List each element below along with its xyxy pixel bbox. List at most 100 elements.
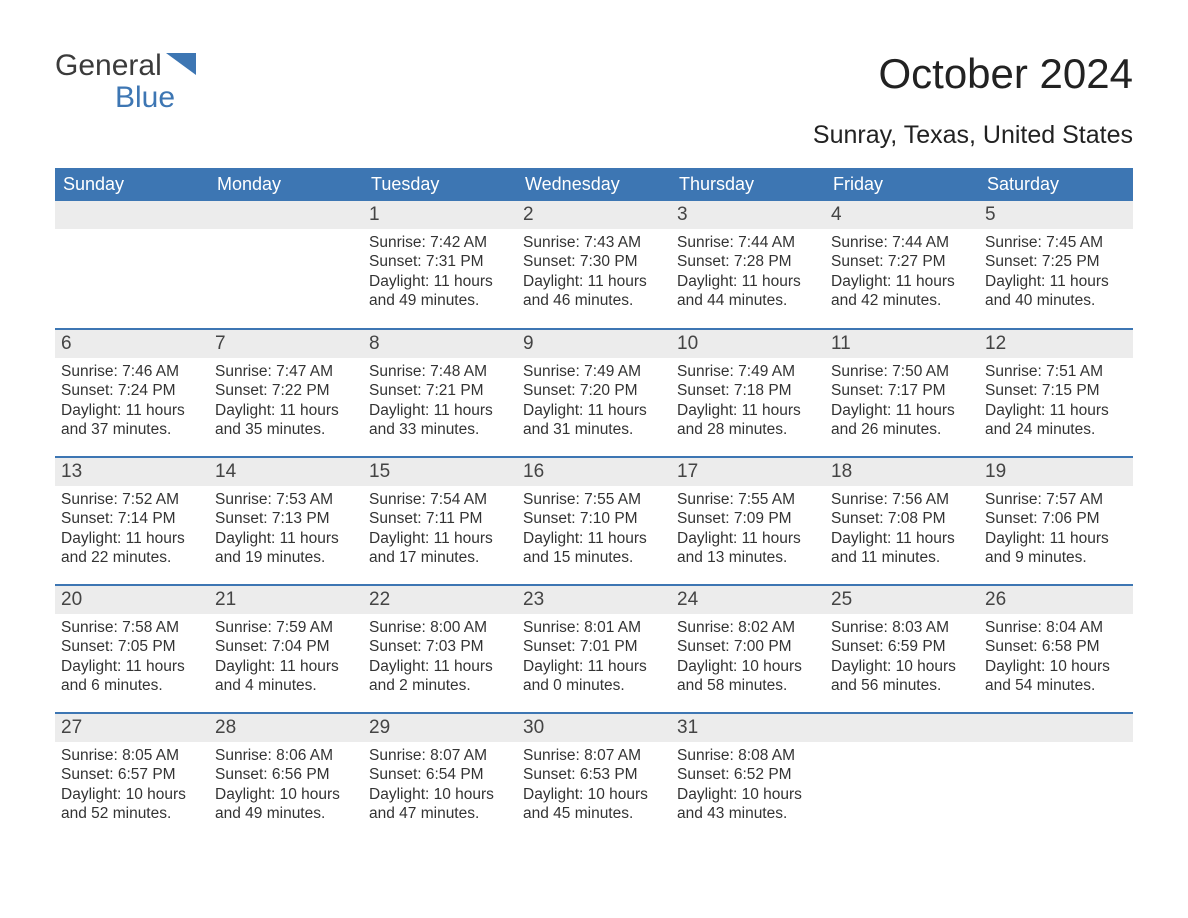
day-body: Sunrise: 8:02 AMSunset: 7:00 PMDaylight:… [671, 614, 825, 700]
day-number: 11 [825, 330, 979, 358]
calendar-table: Sunday Monday Tuesday Wednesday Thursday… [55, 168, 1133, 841]
day-body: Sunrise: 7:43 AMSunset: 7:30 PMDaylight:… [517, 229, 671, 315]
day-daylight: Daylight: 11 hours and 15 minutes. [523, 529, 665, 568]
calendar-cell: 12Sunrise: 7:51 AMSunset: 7:15 PMDayligh… [979, 329, 1133, 457]
calendar-cell: 14Sunrise: 7:53 AMSunset: 7:13 PMDayligh… [209, 457, 363, 585]
day-daylight: Daylight: 11 hours and 4 minutes. [215, 657, 357, 696]
day-sunrise: Sunrise: 8:01 AM [523, 618, 665, 637]
day-body: Sunrise: 8:07 AMSunset: 6:54 PMDaylight:… [363, 742, 517, 828]
day-sunset: Sunset: 6:58 PM [985, 637, 1127, 656]
day-sunrise: Sunrise: 7:43 AM [523, 233, 665, 252]
day-sunrise: Sunrise: 8:08 AM [677, 746, 819, 765]
day-daylight: Daylight: 11 hours and 37 minutes. [61, 401, 203, 440]
day-body: Sunrise: 7:56 AMSunset: 7:08 PMDaylight:… [825, 486, 979, 572]
day-number: 16 [517, 458, 671, 486]
calendar-cell [55, 201, 209, 329]
day-daylight: Daylight: 11 hours and 44 minutes. [677, 272, 819, 311]
day-body: Sunrise: 7:53 AMSunset: 7:13 PMDaylight:… [209, 486, 363, 572]
day-number: 14 [209, 458, 363, 486]
day-sunrise: Sunrise: 8:07 AM [369, 746, 511, 765]
day-body: Sunrise: 7:57 AMSunset: 7:06 PMDaylight:… [979, 486, 1133, 572]
day-daylight: Daylight: 10 hours and 49 minutes. [215, 785, 357, 824]
calendar-cell: 20Sunrise: 7:58 AMSunset: 7:05 PMDayligh… [55, 585, 209, 713]
day-sunrise: Sunrise: 7:42 AM [369, 233, 511, 252]
day-body: Sunrise: 7:55 AMSunset: 7:10 PMDaylight:… [517, 486, 671, 572]
day-body: Sunrise: 8:05 AMSunset: 6:57 PMDaylight:… [55, 742, 209, 828]
day-sunset: Sunset: 7:06 PM [985, 509, 1127, 528]
calendar-cell: 15Sunrise: 7:54 AMSunset: 7:11 PMDayligh… [363, 457, 517, 585]
day-sunrise: Sunrise: 8:04 AM [985, 618, 1127, 637]
day-number: 25 [825, 586, 979, 614]
day-sunrise: Sunrise: 7:55 AM [677, 490, 819, 509]
day-body: Sunrise: 8:01 AMSunset: 7:01 PMDaylight:… [517, 614, 671, 700]
day-sunset: Sunset: 7:25 PM [985, 252, 1127, 271]
header: General Blue October 2024 [55, 50, 1133, 113]
day-body: Sunrise: 8:08 AMSunset: 6:52 PMDaylight:… [671, 742, 825, 828]
calendar-cell: 8Sunrise: 7:48 AMSunset: 7:21 PMDaylight… [363, 329, 517, 457]
calendar-week-row: 6Sunrise: 7:46 AMSunset: 7:24 PMDaylight… [55, 329, 1133, 457]
day-header: Thursday [671, 168, 825, 201]
day-body [209, 229, 363, 237]
day-body: Sunrise: 7:49 AMSunset: 7:18 PMDaylight:… [671, 358, 825, 444]
day-sunset: Sunset: 7:24 PM [61, 381, 203, 400]
day-daylight: Daylight: 11 hours and 40 minutes. [985, 272, 1127, 311]
day-sunset: Sunset: 7:08 PM [831, 509, 973, 528]
day-sunset: Sunset: 6:54 PM [369, 765, 511, 784]
day-daylight: Daylight: 11 hours and 49 minutes. [369, 272, 511, 311]
day-body: Sunrise: 7:52 AMSunset: 7:14 PMDaylight:… [55, 486, 209, 572]
day-sunrise: Sunrise: 7:55 AM [523, 490, 665, 509]
calendar-cell: 2Sunrise: 7:43 AMSunset: 7:30 PMDaylight… [517, 201, 671, 329]
day-sunrise: Sunrise: 7:52 AM [61, 490, 203, 509]
day-body: Sunrise: 7:45 AMSunset: 7:25 PMDaylight:… [979, 229, 1133, 315]
day-number: 20 [55, 586, 209, 614]
day-sunrise: Sunrise: 7:46 AM [61, 362, 203, 381]
day-daylight: Daylight: 10 hours and 52 minutes. [61, 785, 203, 824]
day-sunset: Sunset: 7:03 PM [369, 637, 511, 656]
day-body: Sunrise: 8:04 AMSunset: 6:58 PMDaylight:… [979, 614, 1133, 700]
calendar-cell: 3 Sunrise: 7:44 AMSunset: 7:28 PMDaylight… [671, 201, 825, 329]
logo: General Blue [55, 50, 196, 113]
day-sunset: Sunset: 7:28 PM [677, 252, 819, 271]
day-number: 24 [671, 586, 825, 614]
day-sunset: Sunset: 7:22 PM [215, 381, 357, 400]
day-sunset: Sunset: 7:18 PM [677, 381, 819, 400]
day-sunset: Sunset: 7:17 PM [831, 381, 973, 400]
day-body [55, 229, 209, 237]
day-body: Sunrise: 7:54 AMSunset: 7:11 PMDaylight:… [363, 486, 517, 572]
day-body: Sunrise: 8:06 AMSunset: 6:56 PMDaylight:… [209, 742, 363, 828]
day-sunrise: Sunrise: 7:47 AM [215, 362, 357, 381]
day-body: Sunrise: 7:48 AMSunset: 7:21 PMDaylight:… [363, 358, 517, 444]
day-sunset: Sunset: 7:00 PM [677, 637, 819, 656]
day-sunrise: Sunrise: 7:44 AM [831, 233, 973, 252]
day-body: Sunrise: 7:51 AMSunset: 7:15 PMDaylight:… [979, 358, 1133, 444]
calendar-cell: 29Sunrise: 8:07 AMSunset: 6:54 PMDayligh… [363, 713, 517, 841]
day-header: Sunday [55, 168, 209, 201]
day-body: Sunrise: 7:44 AMSunset: 7:27 PMDaylight:… [825, 229, 979, 315]
day-sunrise: Sunrise: 8:06 AM [215, 746, 357, 765]
day-sunrise: Sunrise: 7:44 AM [677, 233, 819, 252]
day-sunrise: Sunrise: 7:54 AM [369, 490, 511, 509]
calendar-cell: 6Sunrise: 7:46 AMSunset: 7:24 PMDaylight… [55, 329, 209, 457]
day-sunset: Sunset: 7:11 PM [369, 509, 511, 528]
logo-flag-icon [166, 50, 196, 82]
day-number: 18 [825, 458, 979, 486]
calendar-cell: 25Sunrise: 8:03 AMSunset: 6:59 PMDayligh… [825, 585, 979, 713]
calendar-cell: 28Sunrise: 8:06 AMSunset: 6:56 PMDayligh… [209, 713, 363, 841]
day-number: 3 [671, 201, 825, 229]
day-daylight: Daylight: 11 hours and 19 minutes. [215, 529, 357, 568]
day-number [55, 201, 209, 229]
day-sunrise: Sunrise: 7:45 AM [985, 233, 1127, 252]
day-sunrise: Sunrise: 7:50 AM [831, 362, 973, 381]
day-sunrise: Sunrise: 7:51 AM [985, 362, 1127, 381]
day-sunset: Sunset: 7:30 PM [523, 252, 665, 271]
day-daylight: Daylight: 11 hours and 11 minutes. [831, 529, 973, 568]
day-sunrise: Sunrise: 8:00 AM [369, 618, 511, 637]
calendar-cell: 23Sunrise: 8:01 AMSunset: 7:01 PMDayligh… [517, 585, 671, 713]
logo-text-top: General [55, 50, 162, 82]
day-number: 21 [209, 586, 363, 614]
day-number: 12 [979, 330, 1133, 358]
logo-text-bottom: Blue [55, 82, 196, 114]
calendar-cell: 1Sunrise: 7:42 AMSunset: 7:31 PMDaylight… [363, 201, 517, 329]
day-daylight: Daylight: 10 hours and 45 minutes. [523, 785, 665, 824]
day-number [979, 714, 1133, 742]
